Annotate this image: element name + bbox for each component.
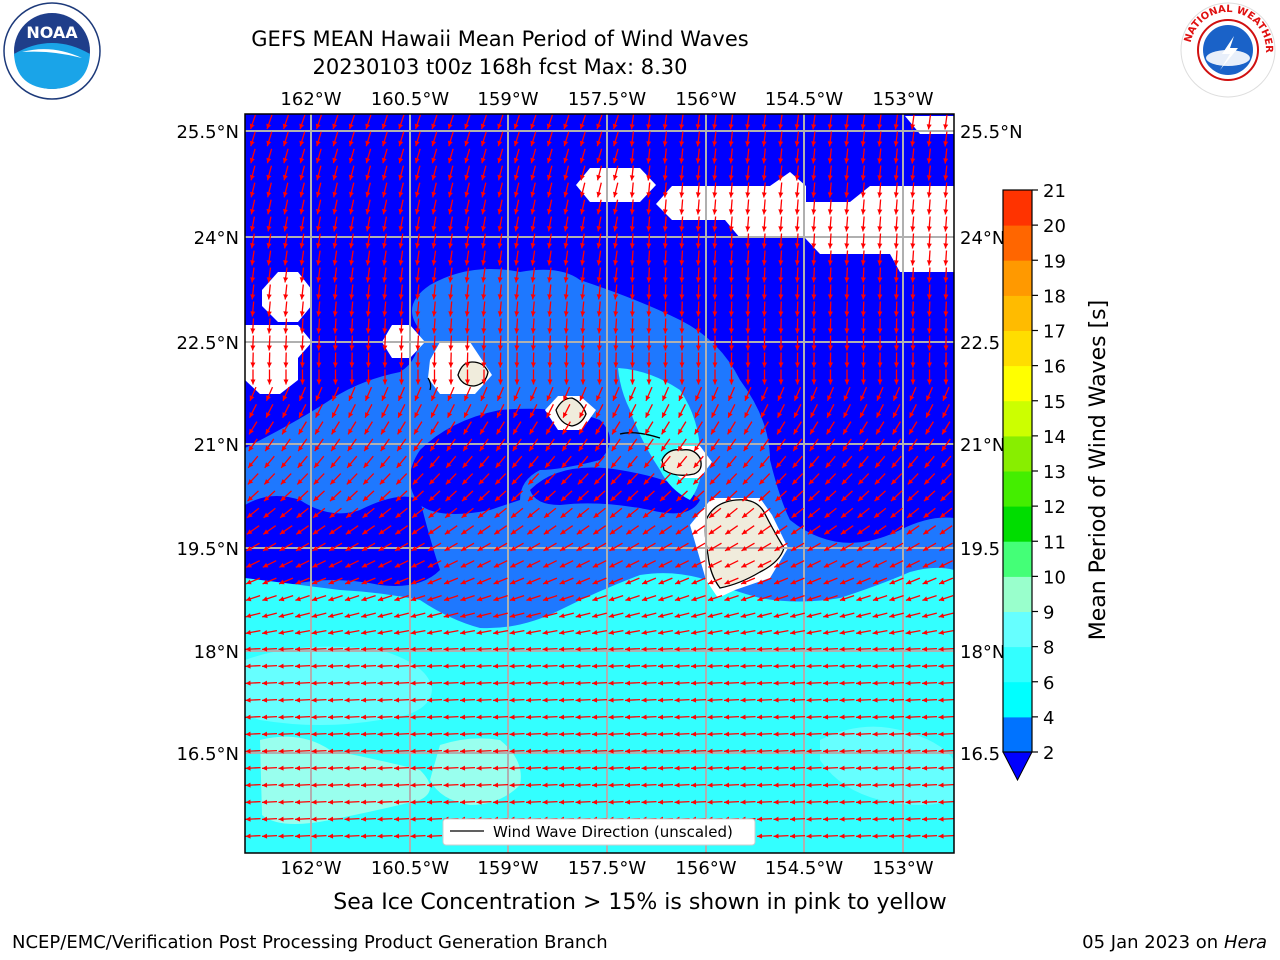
molokai-island — [619, 432, 661, 439]
colorbar-tick-label: 10 — [1043, 567, 1066, 588]
lat-label-right: 21°N — [960, 435, 1005, 456]
colorbar-tick-label: 20 — [1043, 216, 1066, 237]
legend-label: Wind Wave Direction (unscaled) — [493, 823, 733, 841]
colorbar-under-triangle — [1002, 751, 1033, 782]
colorbar-tick-label: 14 — [1043, 427, 1066, 448]
noaa-logo-text: NOAA — [26, 23, 78, 42]
lat-label-left: 18°N — [194, 642, 239, 663]
colorbar-tick-label: 4 — [1043, 708, 1054, 729]
arrow-legend: Wind Wave Direction (unscaled) — [442, 818, 756, 846]
chart-title: GEFS MEAN Hawaii Mean Period of Wind Wav… — [251, 27, 749, 51]
chart-subtitle: 20230103 t00z 168h fcst Max: 8.30 — [312, 55, 688, 79]
colorbar-tick-label: 19 — [1043, 251, 1066, 272]
colorbar-segment — [1003, 541, 1032, 577]
colorbar-tick-label: 9 — [1043, 603, 1054, 624]
lon-label-top: 160.5°W — [371, 89, 450, 110]
footer-date-text: 05 Jan 2023 on — [1082, 932, 1224, 953]
lon-label-top: 162°W — [280, 89, 341, 110]
colorbar-tick-label: 11 — [1043, 532, 1066, 553]
lon-label-bottom: 157.5°W — [568, 858, 647, 879]
colorbar-tick-label: 2 — [1043, 743, 1054, 764]
lon-label-top: 156°W — [675, 89, 736, 110]
lat-label-left: 19.5°N — [176, 539, 239, 560]
colorbar — [1002, 189, 1033, 782]
lat-label-right: 22.5 — [960, 333, 1000, 354]
colorbar-label: Mean Period of Wind Waves [s] — [1086, 300, 1111, 640]
niihau-island — [427, 377, 432, 391]
colorbar-segment — [1003, 716, 1032, 753]
hawaii-island — [704, 499, 785, 589]
lat-label-right: 25.5°N — [960, 122, 1023, 143]
lat-label-right: 24°N — [960, 228, 1005, 249]
lon-label-top: 159°W — [477, 89, 538, 110]
colorbar-tick-label: 21 — [1043, 181, 1066, 202]
oahu-island — [555, 397, 587, 427]
colorbar-segment — [1003, 400, 1032, 437]
colorbar-segment — [1003, 506, 1032, 542]
colorbar-segment — [1003, 576, 1032, 612]
sea-ice-caption: Sea Ice Concentration > 15% is shown in … — [333, 890, 947, 915]
lat-label-right: 18°N — [960, 642, 1005, 663]
colorbar-segment — [1003, 365, 1032, 402]
colorbar-segment — [1003, 435, 1032, 472]
lon-label-bottom: 153°W — [872, 858, 933, 879]
lon-label-top: 153°W — [872, 89, 933, 110]
lat-label-left: 21°N — [194, 435, 239, 456]
lat-label-left: 22.5°N — [176, 333, 239, 354]
colorbar-tick-label: 16 — [1043, 357, 1066, 378]
lon-label-bottom: 154.5°W — [765, 858, 844, 879]
colorbar-segment — [1003, 260, 1032, 296]
footer-date: 05 Jan 2023 on Hera — [1082, 932, 1267, 953]
colorbar-segment — [1003, 225, 1032, 261]
colorbar-tick-label: 15 — [1043, 392, 1066, 413]
lon-label-bottom: 156°W — [675, 858, 736, 879]
colorbar-tick-label: 8 — [1043, 638, 1054, 659]
lat-label-right: 16.5 — [960, 744, 1000, 765]
lon-label-bottom: 162°W — [280, 858, 341, 879]
lat-label-left: 16.5°N — [176, 744, 239, 765]
national-weather-service-logo: NATIONAL WEATHER SERVICE — [1176, 0, 1276, 98]
colorbar-segment — [1003, 295, 1032, 331]
period-2-4-channel — [410, 408, 610, 514]
colorbar-segment — [1003, 330, 1032, 367]
footer-branch: NCEP/EMC/Verification Post Processing Pr… — [12, 932, 608, 953]
colorbar-tick-label: 17 — [1043, 322, 1066, 343]
lat-label-right: 19.5 — [960, 539, 1000, 560]
lat-label-left: 25.5°N — [176, 122, 239, 143]
colorbar-segment — [1003, 611, 1032, 648]
lon-label-bottom: 159°W — [477, 858, 538, 879]
colorbar-segment — [1003, 190, 1032, 226]
colorbar-tick-label: 18 — [1043, 286, 1066, 307]
map-frame — [244, 113, 955, 854]
colorbar-tick-label: 13 — [1043, 462, 1066, 483]
lon-label-bottom: 160.5°W — [371, 858, 450, 879]
noaa-logo: NOAA — [3, 2, 101, 100]
colorbar-segment — [1003, 646, 1032, 683]
lon-label-top: 154.5°W — [765, 89, 844, 110]
lat-label-left: 24°N — [194, 228, 239, 249]
colorbar-tick-label: 12 — [1043, 497, 1066, 518]
footer-host: Hera — [1223, 932, 1267, 953]
colorbar-tick-label: 6 — [1043, 673, 1054, 694]
colorbar-segment — [1003, 681, 1032, 718]
colorbar-segment — [1003, 471, 1032, 507]
lon-label-top: 157.5°W — [568, 89, 647, 110]
